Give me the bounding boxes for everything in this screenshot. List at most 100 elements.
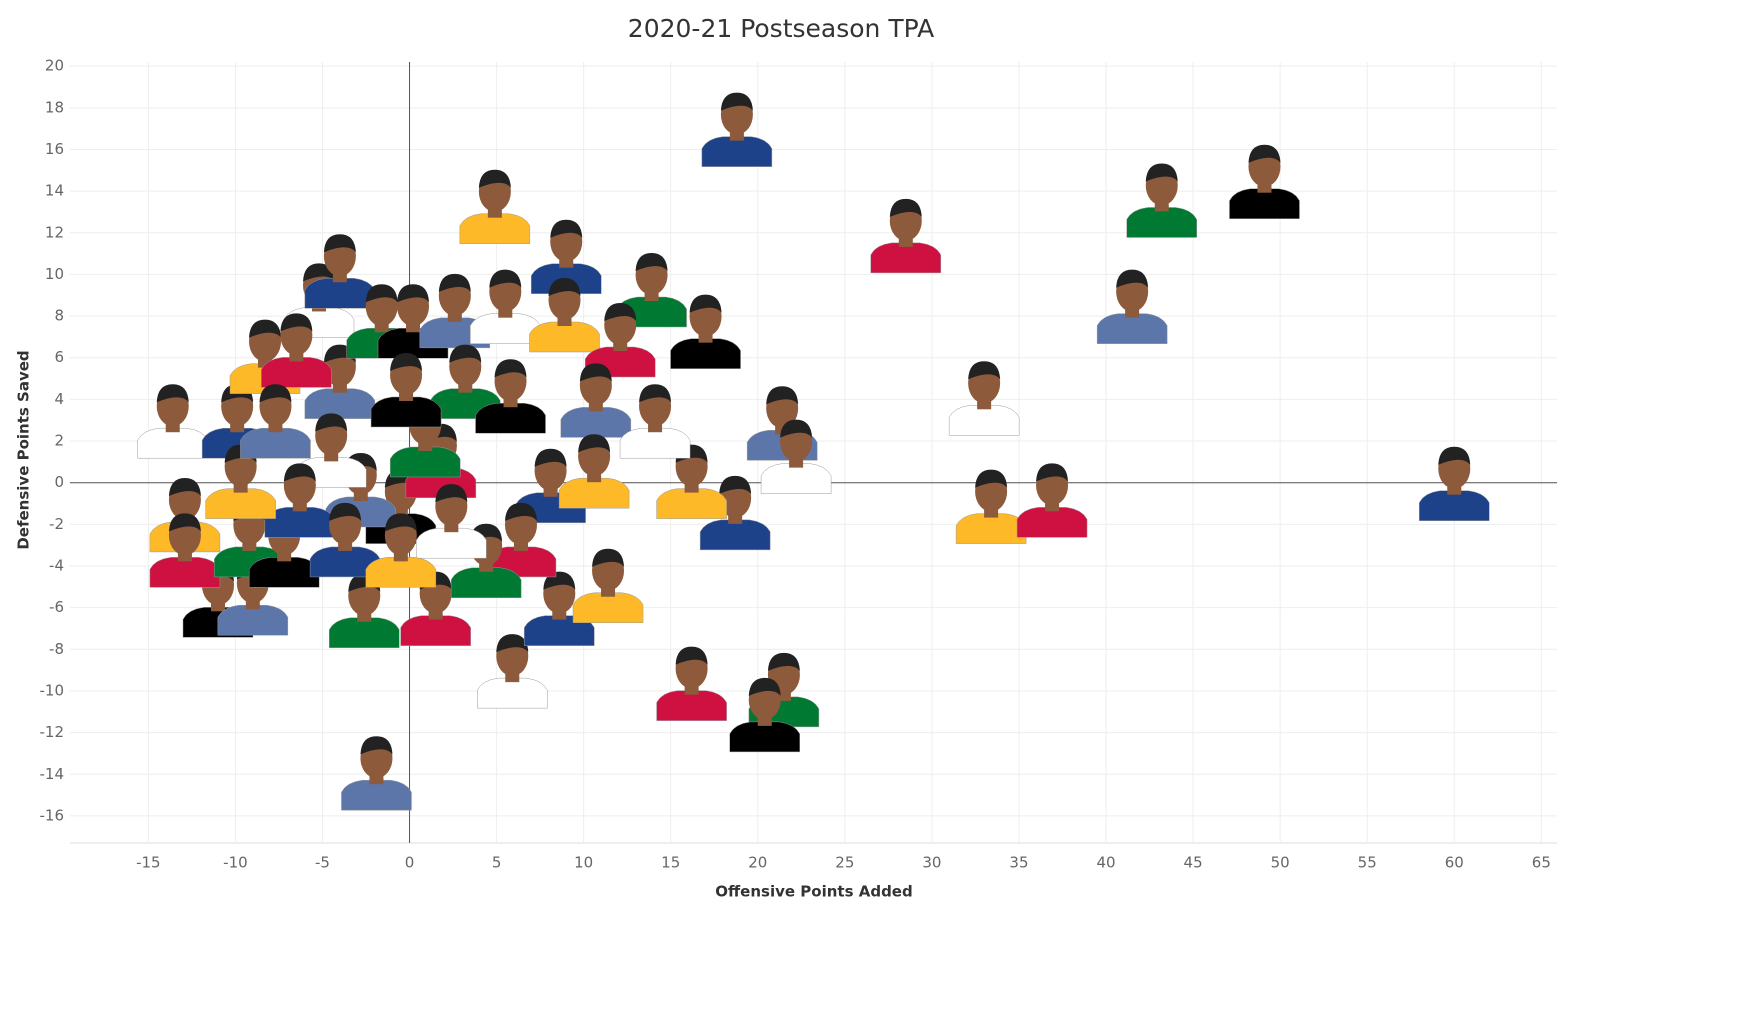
- hair: [504, 502, 537, 521]
- player-marker: [729, 677, 800, 753]
- x-tick-label: -5: [315, 854, 330, 872]
- hair: [259, 384, 292, 403]
- jersey: [304, 278, 376, 309]
- player-marker: [760, 419, 832, 494]
- hair: [534, 448, 567, 467]
- jersey: [670, 338, 741, 369]
- player-marker: [955, 469, 1027, 544]
- hair: [578, 434, 611, 453]
- player-marker: [558, 434, 630, 509]
- neck: [444, 522, 459, 533]
- hair: [360, 736, 393, 755]
- y-tick-label: 14: [45, 182, 64, 200]
- hair: [496, 634, 529, 653]
- player-marker: [1096, 269, 1168, 344]
- hair: [1036, 463, 1069, 482]
- neck: [977, 399, 992, 410]
- neck: [776, 690, 791, 701]
- hair: [719, 475, 752, 494]
- jersey: [619, 427, 691, 459]
- player-marker: [240, 384, 311, 459]
- y-tick-label: -6: [49, 598, 64, 616]
- y-tick-label: -2: [49, 515, 64, 533]
- jersey: [948, 405, 1020, 436]
- player-marker: [137, 384, 208, 459]
- x-tick-label: 40: [1096, 854, 1115, 872]
- neck: [332, 272, 347, 283]
- y-tick-label: 2: [54, 432, 64, 450]
- y-tick-label: 12: [45, 223, 64, 241]
- jersey: [572, 592, 644, 623]
- jersey: [470, 313, 541, 344]
- neck: [601, 586, 616, 597]
- hair: [675, 646, 708, 665]
- hair: [1116, 269, 1149, 288]
- hair: [889, 198, 922, 217]
- neck: [487, 207, 502, 218]
- neck: [458, 382, 473, 393]
- hair: [975, 469, 1008, 488]
- hair: [384, 513, 417, 532]
- hair: [604, 302, 637, 321]
- neck: [399, 390, 414, 401]
- jersey: [701, 136, 773, 167]
- player-marker: [529, 278, 600, 353]
- neck: [1045, 501, 1060, 512]
- jersey: [261, 357, 332, 388]
- player-marker: [948, 361, 1020, 436]
- y-tick-label: -10: [40, 681, 65, 699]
- neck: [757, 715, 772, 726]
- player-marker: [656, 646, 727, 721]
- x-tick-label: 30: [922, 854, 941, 872]
- jersey: [529, 321, 600, 353]
- jersey: [955, 513, 1027, 544]
- neck: [406, 322, 421, 333]
- y-tick-label: 0: [54, 473, 64, 491]
- player-marker: [616, 253, 687, 328]
- neck: [268, 422, 283, 433]
- y-tick-label: 8: [54, 307, 64, 325]
- player-marker: [149, 477, 221, 553]
- hair: [689, 294, 722, 313]
- hair: [968, 361, 1001, 380]
- jersey: [558, 477, 630, 509]
- x-tick-label: 45: [1184, 854, 1203, 872]
- neck: [447, 311, 462, 322]
- jersey: [341, 779, 412, 811]
- x-tick-label: 0: [405, 854, 415, 872]
- hair: [748, 677, 781, 696]
- y-tick-label: -14: [40, 765, 65, 783]
- y-tick-label: 18: [45, 98, 64, 116]
- player-marker: [1016, 463, 1088, 538]
- jersey: [656, 488, 727, 519]
- neck: [165, 422, 180, 433]
- neck: [1125, 307, 1140, 318]
- hair: [280, 313, 313, 332]
- neck: [233, 482, 248, 493]
- x-tick-label: 55: [1358, 854, 1377, 872]
- neck: [332, 382, 347, 393]
- player-marker: [261, 313, 332, 388]
- neck: [684, 482, 699, 493]
- x-tick-label: 15: [661, 854, 680, 872]
- neck: [789, 457, 804, 468]
- player-marker: [309, 502, 381, 578]
- jersey: [1229, 188, 1300, 219]
- neck: [552, 609, 567, 620]
- neck: [428, 609, 443, 620]
- y-tick-label: -4: [49, 557, 64, 575]
- jersey: [365, 557, 437, 588]
- hair: [766, 386, 799, 405]
- player-marker: [370, 352, 442, 428]
- x-tick-label: 35: [1009, 854, 1028, 872]
- x-tick-label: 10: [574, 854, 593, 872]
- neck: [1154, 201, 1169, 212]
- player-marker: [619, 384, 691, 459]
- hair: [249, 319, 282, 338]
- hair: [579, 363, 612, 382]
- jersey: [370, 396, 442, 428]
- player-marker: [304, 234, 376, 309]
- player-marker: [1126, 163, 1197, 238]
- neck: [613, 340, 628, 351]
